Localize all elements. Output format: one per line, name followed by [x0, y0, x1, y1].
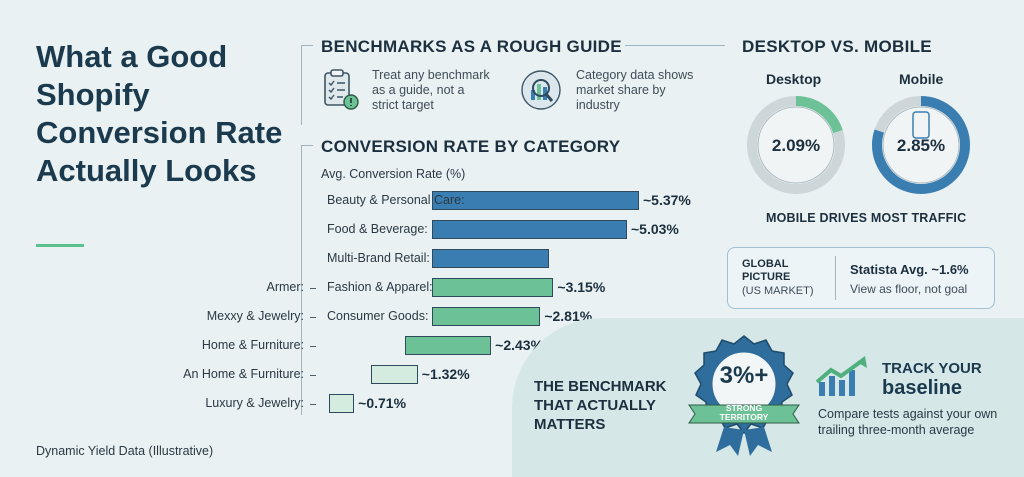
- chart-bar: [432, 191, 639, 210]
- badge-ribbon-text: STRONG TERRITORY: [719, 403, 769, 422]
- clipboard-check-icon: [321, 68, 361, 112]
- benchmarks-heading: BENCHMARKS AS A ROUGH GUIDE: [321, 37, 622, 56]
- category-label: Food & Beverage:: [327, 222, 428, 236]
- outer-category-label: Home & Furniture:: [201, 338, 304, 352]
- category-label: Consumer Goods:: [327, 309, 429, 323]
- axis-tick: [310, 403, 316, 405]
- axis-tick: [310, 374, 316, 376]
- track-title: TRACK YOUR: [882, 360, 982, 377]
- bar-value-label: ~5.37%: [643, 192, 691, 208]
- chart-bar: [432, 220, 627, 239]
- track-baseline: baseline: [882, 377, 963, 399]
- outer-category-label: Mexxy & Jewelry:: [206, 309, 304, 323]
- mobile-label: Mobile: [899, 71, 944, 87]
- chart-source: Dynamic Yield Data (Illustrative): [36, 444, 214, 458]
- strong-territory-badge: [688, 335, 800, 456]
- category-data-text: Category data shows market share by indu…: [576, 68, 694, 112]
- bar-value-label: ~0.71%: [358, 395, 407, 411]
- chart-bar: [371, 365, 418, 384]
- chart-bar: [432, 249, 549, 268]
- chart-axis-label: Avg. Conversion Rate (%): [321, 167, 466, 181]
- chart-bracket: [301, 145, 302, 415]
- title-underline: [36, 244, 84, 247]
- magnifier-chart-icon: [519, 68, 563, 112]
- mobile-donut: [872, 96, 970, 194]
- axis-tick: [310, 316, 316, 318]
- desktop-value: 2.09%: [771, 136, 821, 155]
- chart-bar: [329, 394, 355, 413]
- axis-tick: [310, 287, 316, 289]
- outer-category-label: Armer:: [266, 280, 305, 294]
- bar-value-label: ~5.03%: [631, 221, 679, 237]
- category-label: Multi-Brand Retail:: [327, 251, 430, 265]
- outer-category-label: An Home & Furniture:: [183, 367, 304, 381]
- section-bracket: [301, 45, 302, 125]
- mobile-value: 2.85%: [896, 136, 946, 155]
- donut-charts: [747, 96, 970, 194]
- bar-value-label: ~3.15%: [557, 279, 606, 295]
- outer-category-label: Luxury & Jewelry:: [205, 396, 304, 410]
- chart-bar: [432, 278, 554, 297]
- category-label: Beauty & Personal Care:: [327, 193, 465, 207]
- heading-rule: [625, 45, 725, 46]
- chart-bar: [432, 307, 541, 326]
- desktop-label: Desktop: [766, 71, 822, 87]
- benchmark-guide-text: Treat any benchmark as a guide, not a st…: [372, 68, 490, 112]
- global-picture-panel: GLOBAL PICTURE (US MARKET) Statista Avg.…: [727, 247, 995, 309]
- trend-chart-icon: [815, 356, 867, 396]
- global-picture-label: GLOBAL PICTURE: [742, 258, 791, 283]
- benchmark-matters-heading: THE BENCHMARK THAT ACTUALLY MATTERS: [534, 378, 667, 433]
- statista-average: Statista Avg. ~1.6%: [850, 262, 969, 277]
- badge-value: 3%+: [719, 362, 769, 389]
- axis-tick: [310, 345, 316, 347]
- phone-icon: [912, 111, 930, 139]
- us-market-label: (US MARKET): [742, 285, 814, 297]
- panel-divider: [835, 256, 836, 300]
- track-description: Compare tests against your own trailing …: [818, 407, 998, 437]
- bar-value-label: ~1.32%: [421, 366, 470, 382]
- chart-title: CONVERSION RATE BY CATEGORY: [321, 137, 621, 156]
- section-bracket-top: [301, 45, 313, 46]
- chart-bracket-top: [301, 145, 313, 146]
- chart-bar: [405, 336, 492, 355]
- floor-note: View as floor, not goal: [850, 282, 968, 296]
- desktop-mobile-heading: DESKTOP VS. MOBILE: [742, 37, 932, 56]
- mobile-traffic-caption: MOBILE DRIVES MOST TRAFFIC: [766, 211, 967, 225]
- page-title: What a Good Shopify Conversion Rate Actu…: [36, 39, 283, 188]
- desktop-donut: [747, 96, 845, 194]
- category-label: Fashion & Apparel:: [327, 280, 433, 294]
